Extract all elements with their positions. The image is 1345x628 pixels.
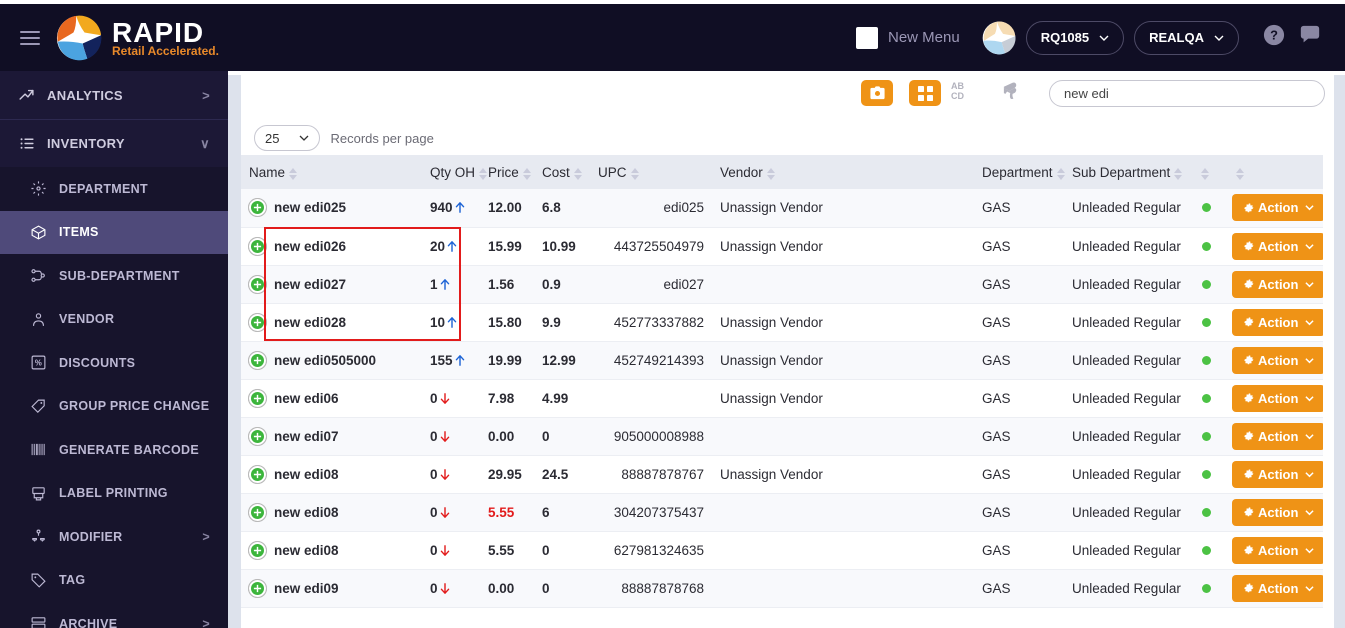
svg-text:%: % [35, 359, 42, 368]
svg-text:?: ? [1270, 28, 1278, 43]
